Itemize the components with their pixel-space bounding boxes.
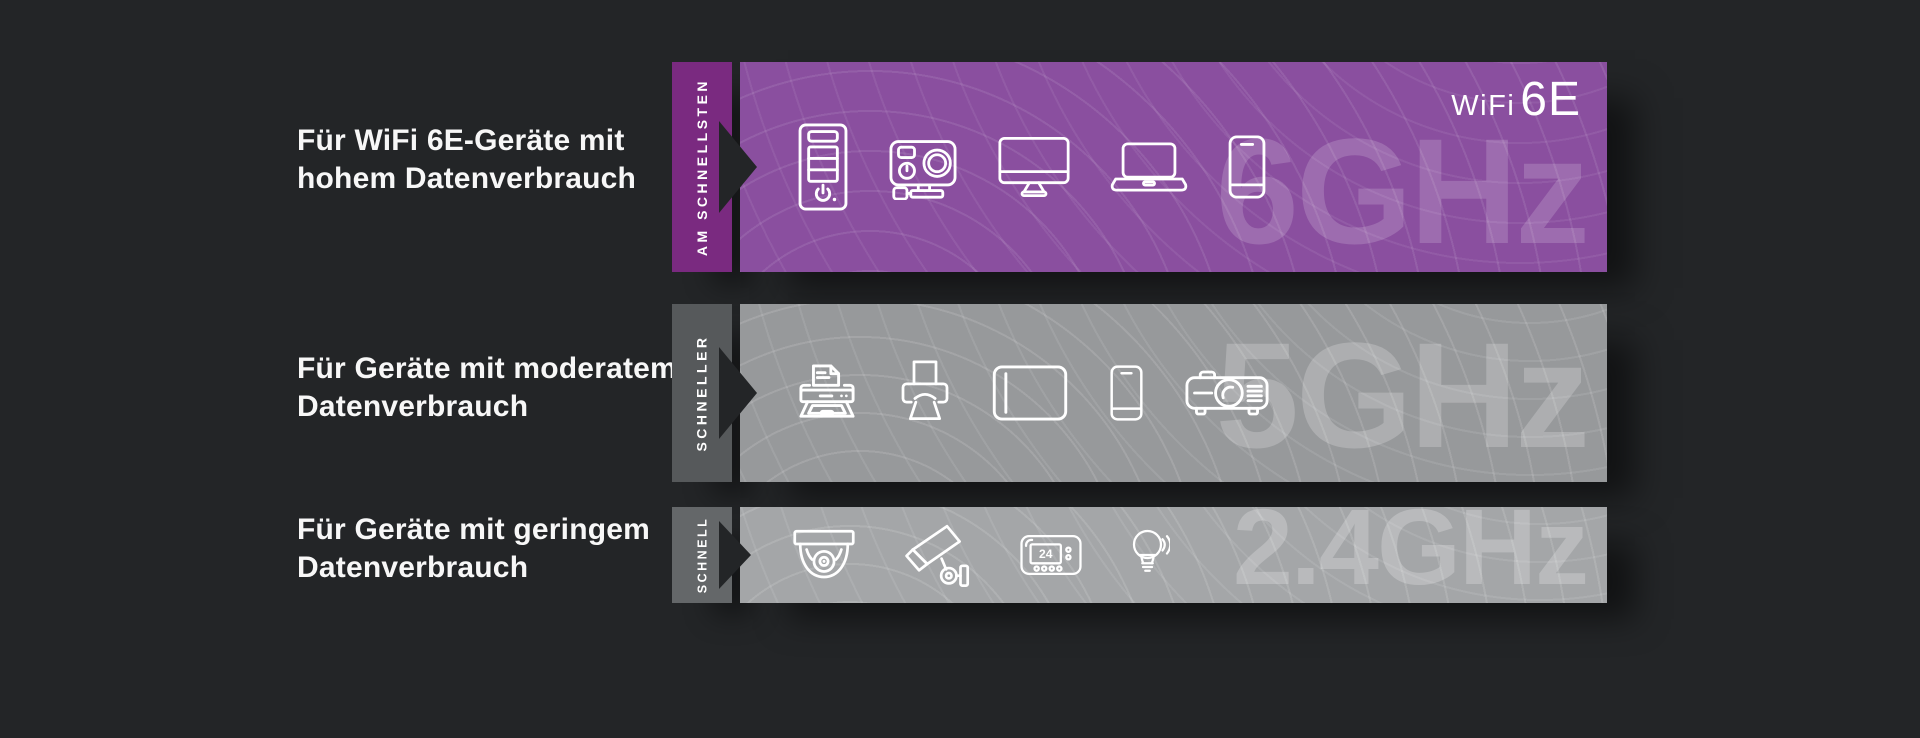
description-line: Datenverbrauch <box>297 390 529 423</box>
wifi-6e-logo: WiFi 6E <box>1451 72 1581 127</box>
arrow-right-icon <box>719 521 751 589</box>
description-line: Datenverbrauch <box>297 551 529 584</box>
tablet-icon <box>992 365 1068 421</box>
security-camera-icon <box>905 524 970 587</box>
device-icons-5ghz <box>740 304 1269 482</box>
description-24ghz: Für Geräte mit geringem Datenverbrauch <box>297 511 650 587</box>
band-bar-5ghz: 5GHz <box>740 304 1607 482</box>
smart-bulb-icon <box>1132 529 1170 572</box>
desktop-pc-icon <box>798 123 848 211</box>
speed-label: SCHNELLER <box>694 334 710 452</box>
description-line: hohem Datenverbrauch <box>297 162 637 195</box>
description-6ghz: Für WiFi 6E-Geräte mit hohem Datenverbra… <box>297 122 636 198</box>
description-5ghz: Für Geräte mit moderatem Datenverbrauch <box>297 350 677 426</box>
fax-printer-icon <box>799 364 855 418</box>
photo-printer-icon <box>901 360 949 421</box>
band-watermark-5ghz: 5GHz <box>1215 311 1590 479</box>
device-icons-24ghz: 24 <box>740 507 1170 603</box>
band-watermark-24ghz: 2.4GHz <box>1232 507 1589 603</box>
speed-label: SCHNELL <box>695 516 709 594</box>
laptop-icon <box>1110 142 1188 192</box>
thermostat-icon: 24 <box>1020 534 1082 576</box>
wifi-logo-brand: WiFi <box>1451 90 1516 122</box>
device-icons-6ghz <box>740 62 1266 272</box>
action-camera-icon <box>889 140 957 200</box>
arrow-right-icon <box>719 347 757 439</box>
desktop-monitor-icon <box>998 137 1070 197</box>
description-line: Für Geräte mit moderatem <box>297 352 677 385</box>
svg-text:24: 24 <box>1039 547 1053 561</box>
smartphone-icon <box>1228 135 1266 199</box>
description-line: Für WiFi 6E-Geräte mit <box>297 124 625 157</box>
speed-label: AM SCHNELLSTEN <box>694 77 710 257</box>
projector-icon <box>1185 370 1269 416</box>
description-line: Für Geräte mit geringem <box>297 513 651 546</box>
wifi-logo-generation: 6E <box>1520 73 1581 126</box>
band-bar-6ghz: 6GHz WiFi 6E <box>740 62 1607 272</box>
arrow-right-icon <box>719 121 757 213</box>
band-watermark-6ghz: 6GHz <box>1215 107 1590 272</box>
smartphone-icon <box>1110 365 1143 421</box>
dome-camera-icon <box>793 529 855 579</box>
band-bar-24ghz: 2.4GHz 24 <box>740 507 1607 603</box>
